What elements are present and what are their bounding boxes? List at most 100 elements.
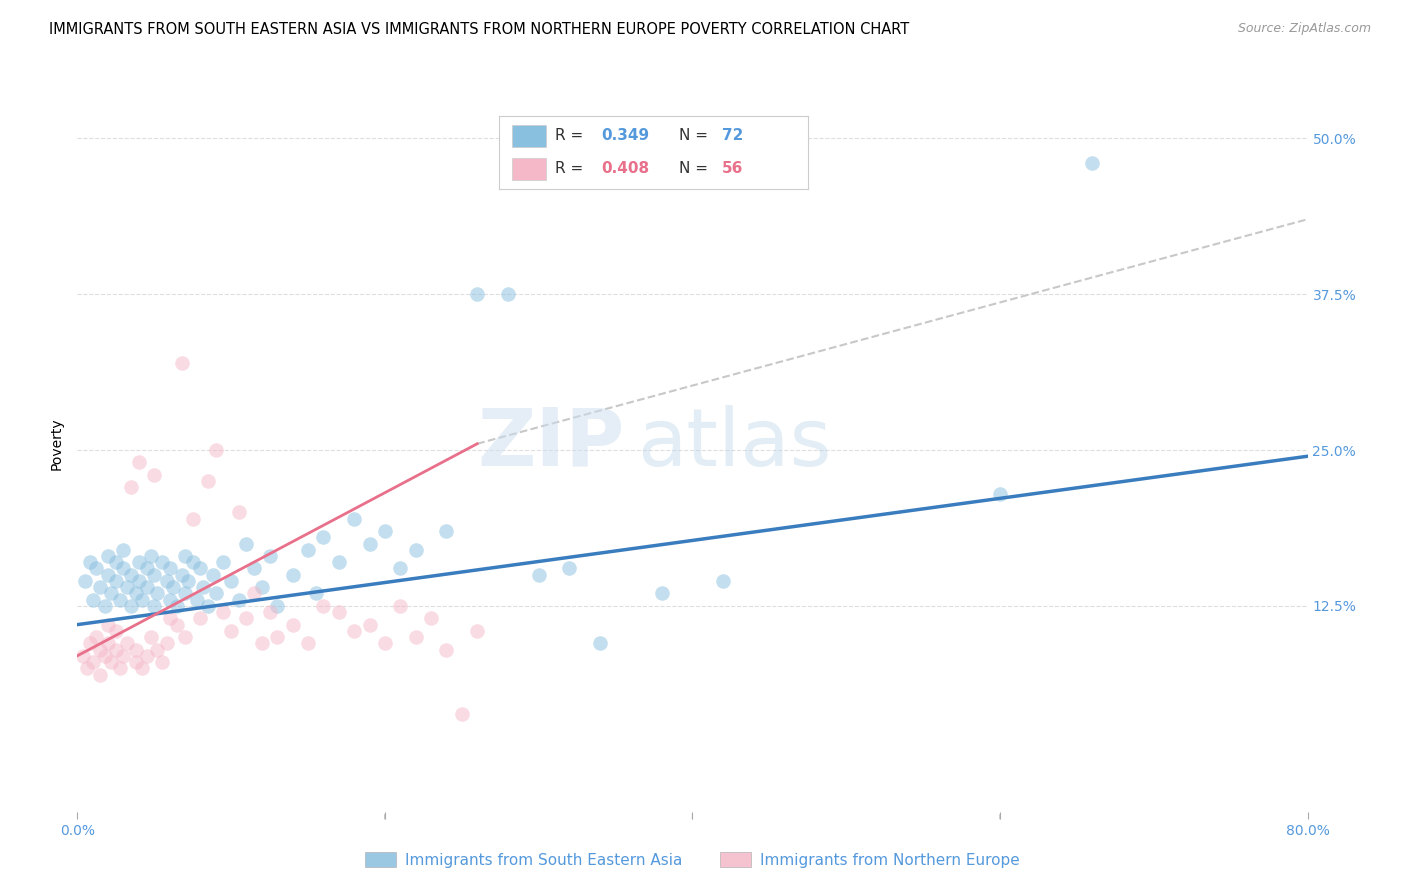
Point <box>389 561 412 575</box>
Point <box>204 442 226 457</box>
Point <box>104 642 127 657</box>
Point <box>112 561 135 575</box>
Point <box>389 599 412 613</box>
Point <box>97 549 120 563</box>
Point <box>1081 156 1104 170</box>
Point <box>465 624 488 638</box>
Point <box>125 655 148 669</box>
Point <box>420 611 443 625</box>
Point <box>297 542 319 557</box>
Point <box>197 474 219 488</box>
Text: atlas: atlas <box>637 405 831 483</box>
Point <box>343 624 366 638</box>
FancyBboxPatch shape <box>512 158 546 179</box>
Text: 0.349: 0.349 <box>602 128 650 144</box>
Point <box>97 636 120 650</box>
Point <box>359 617 381 632</box>
Point <box>146 586 169 600</box>
Point <box>131 592 153 607</box>
Point <box>243 586 266 600</box>
Point <box>150 655 173 669</box>
Point <box>405 630 427 644</box>
Point <box>135 561 157 575</box>
Point <box>328 555 350 569</box>
Point <box>228 592 250 607</box>
Point <box>128 455 150 469</box>
Point <box>97 617 120 632</box>
Point <box>219 574 242 588</box>
Point <box>94 599 117 613</box>
Point <box>204 586 226 600</box>
Point <box>181 511 204 525</box>
Point <box>143 467 166 482</box>
Point <box>128 555 150 569</box>
Point <box>141 549 163 563</box>
Point <box>112 648 135 663</box>
Point <box>259 549 281 563</box>
Point <box>343 511 366 525</box>
Point <box>201 567 224 582</box>
Point <box>188 561 212 575</box>
Point <box>84 630 107 644</box>
Point <box>79 636 101 650</box>
Point <box>177 574 200 588</box>
Point <box>89 642 111 657</box>
Point <box>558 561 581 575</box>
Text: Source: ZipAtlas.com: Source: ZipAtlas.com <box>1237 22 1371 36</box>
Point <box>82 655 104 669</box>
Point <box>104 555 127 569</box>
Text: N =: N = <box>679 161 713 176</box>
Point <box>89 580 111 594</box>
Point <box>128 574 150 588</box>
Point <box>197 599 219 613</box>
Point <box>162 580 184 594</box>
Text: 56: 56 <box>721 161 744 176</box>
Point <box>166 617 188 632</box>
Point <box>212 555 235 569</box>
Point <box>212 605 235 619</box>
Point <box>131 661 153 675</box>
Point <box>155 574 177 588</box>
Point <box>305 586 328 600</box>
Point <box>115 636 138 650</box>
Point <box>110 661 132 675</box>
Point <box>143 599 166 613</box>
Point <box>76 661 98 675</box>
Text: N =: N = <box>679 128 713 144</box>
Point <box>120 599 142 613</box>
Point <box>89 667 111 681</box>
Point <box>374 524 396 538</box>
Point <box>100 655 122 669</box>
Point <box>228 505 250 519</box>
Point <box>170 356 193 370</box>
Point <box>589 636 612 650</box>
Point <box>115 580 138 594</box>
Point <box>312 530 335 544</box>
Legend: Immigrants from South Eastern Asia, Immigrants from Northern Europe: Immigrants from South Eastern Asia, Immi… <box>359 847 1026 874</box>
Point <box>297 636 319 650</box>
Point <box>104 624 127 638</box>
Text: 72: 72 <box>721 128 744 144</box>
Point <box>266 599 288 613</box>
Text: ZIP: ZIP <box>478 405 624 483</box>
Point <box>146 642 169 657</box>
Point <box>235 611 257 625</box>
FancyBboxPatch shape <box>512 125 546 146</box>
Point <box>174 630 197 644</box>
Point <box>219 624 242 638</box>
Point <box>79 555 101 569</box>
Point <box>711 574 734 588</box>
Point <box>174 586 197 600</box>
Point <box>72 648 94 663</box>
Point <box>281 617 304 632</box>
Point <box>465 287 488 301</box>
Point <box>450 707 472 722</box>
Point <box>188 611 212 625</box>
Point <box>250 636 273 650</box>
Point <box>84 561 107 575</box>
Text: R =: R = <box>555 128 588 144</box>
Point <box>110 592 132 607</box>
Point <box>166 599 188 613</box>
Point <box>159 611 181 625</box>
Point <box>150 555 173 569</box>
